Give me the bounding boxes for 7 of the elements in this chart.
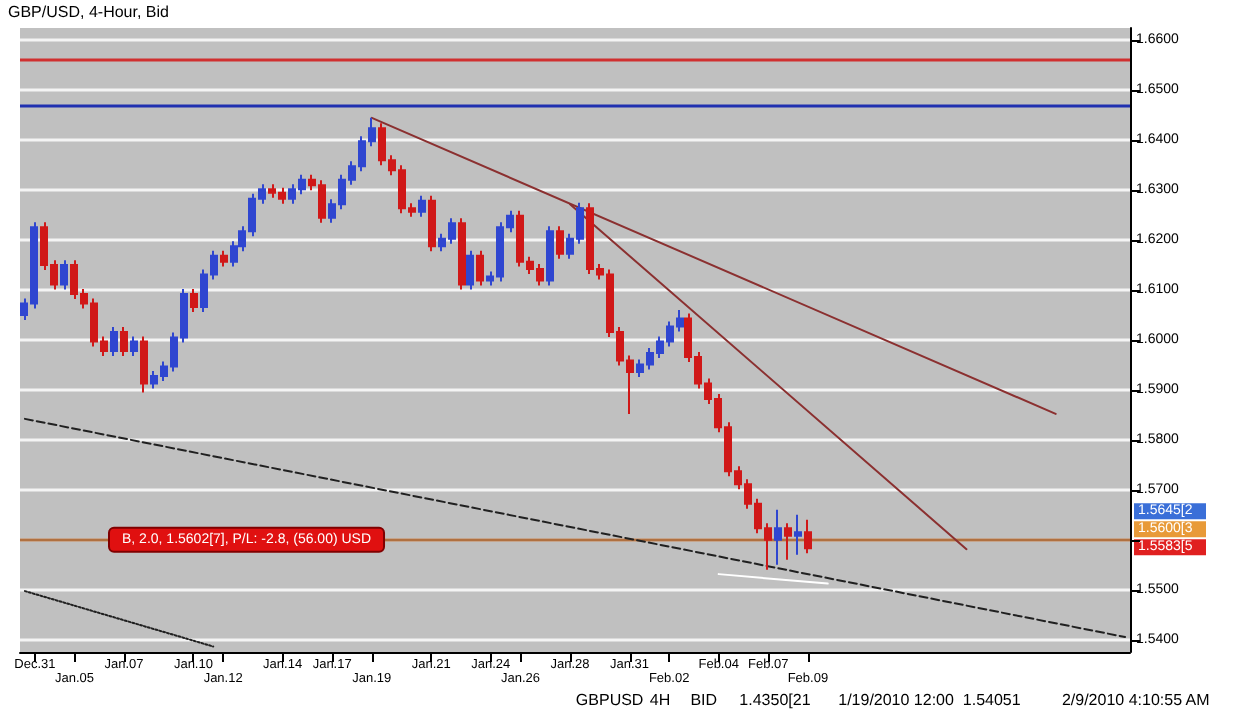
text: BID [690,691,718,709]
text: 1/19/2010 12:00 1.54051 [838,691,1022,709]
chart-title: GBP/USD, 4-Hour, Bid [8,3,169,21]
text: 2/9/2010 4:10:55 AM [1061,691,1211,709]
text: 4H [649,691,671,709]
text: 1.4350[21 [739,691,812,709]
text: GBPUSD [575,691,644,709]
